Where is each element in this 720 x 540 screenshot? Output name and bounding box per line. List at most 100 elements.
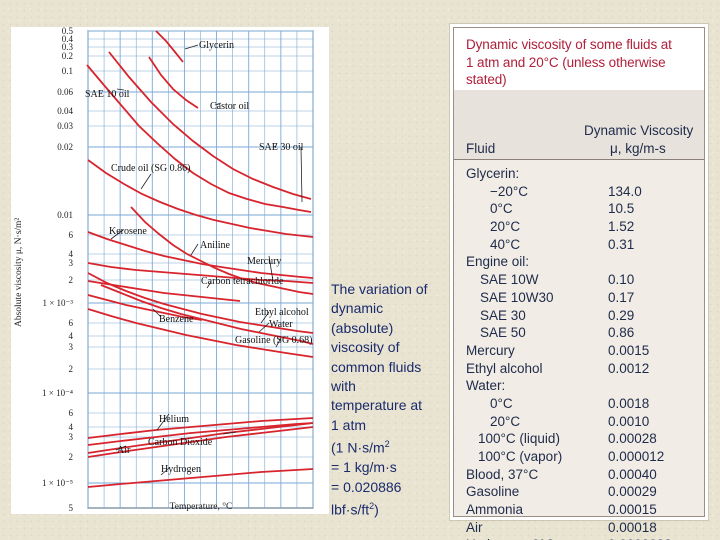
- y-tick-label: 2: [69, 364, 74, 374]
- y-tick-label: 0.3: [62, 42, 74, 52]
- y-tick-label: 0.01: [57, 210, 73, 220]
- label-helium: Helium: [159, 414, 189, 425]
- fluid-name: Engine oil:: [466, 254, 530, 270]
- table-row: SAE 10W 0.10: [454, 272, 704, 290]
- label-aniline: Aniline: [200, 240, 231, 251]
- curve-crude: [87, 159, 314, 238]
- table-row: Hydrogen, 0°C 0.0000088: [454, 537, 704, 540]
- table-row: Engine oil:: [454, 254, 704, 272]
- x-tick-label: 0: [118, 513, 123, 514]
- caption-line: (1 N·s/m: [331, 439, 385, 456]
- curve-group: [86, 30, 314, 488]
- table-row: Glycerin:: [454, 166, 704, 184]
- y-tick-label: 6: [69, 408, 74, 418]
- caption-sup: 2: [369, 501, 375, 512]
- label-ethyl: Ethyl alcohol: [255, 307, 309, 318]
- y-tick-label: 4: [69, 331, 74, 341]
- table-row: 20°C 1.52: [454, 219, 704, 237]
- fluid-name: 100°C (vapor): [478, 449, 563, 464]
- table-row: 100°C (vapor) 0.000012: [454, 449, 704, 467]
- curve-glycerin: [155, 30, 184, 63]
- y-tick-label: 0.04: [57, 106, 73, 116]
- fluid-name: Mercury: [466, 342, 515, 358]
- curve-sae10: [86, 64, 312, 213]
- y-tick-label: 0.2: [62, 51, 73, 61]
- y-tick-label: 0.03: [57, 121, 73, 131]
- curve-air: [87, 422, 314, 446]
- viscosity-value: 0.00018: [608, 519, 657, 535]
- y-tick-label: 3: [69, 258, 74, 268]
- y-tick-label: 5: [69, 503, 74, 513]
- fluid-name: 0°C: [490, 201, 513, 217]
- table-row: Gasoline 0.00029: [454, 484, 704, 502]
- caption-line: temperature at: [331, 397, 423, 414]
- caption-line: common fluids: [331, 358, 422, 375]
- y-tick-label: 3: [69, 342, 74, 352]
- viscosity-value: 0.00028: [608, 431, 657, 447]
- viscosity-value: 0.86: [608, 325, 635, 341]
- table-title: Dynamic viscosity of some fluids at 1 at…: [454, 28, 704, 90]
- label-crude: Crude oil (SG 0.86): [111, 163, 190, 174]
- table-row: 40°C 0.31: [454, 237, 704, 255]
- col-header-fluid: Fluid: [466, 141, 496, 156]
- label-sae10: SAE 10 oil: [85, 89, 130, 100]
- curve-extra-gas: [87, 426, 314, 458]
- table-row: Ethyl alcohol 0.0012: [454, 361, 704, 379]
- curve-co2: [87, 422, 314, 454]
- fluid-name: Hydrogen, 0°C: [466, 537, 555, 540]
- label-benzene: Benzene: [159, 314, 194, 325]
- fluid-name: 0°C: [490, 395, 513, 411]
- table-row: Mercury 0.0015: [454, 343, 704, 361]
- x-tick-labels: −20 0 20 40 60 80 100 120: [81, 513, 320, 514]
- viscosity-value: 1.52: [608, 219, 635, 235]
- leader-lines: [110, 44, 303, 476]
- fluid-name: Water:: [466, 378, 506, 394]
- viscosity-value: 0.31: [608, 236, 635, 252]
- fluid-name: Ethyl alcohol: [466, 360, 543, 376]
- viscosity-value: 10.5: [608, 201, 635, 217]
- col-header-visc-line1: Dynamic Viscosity: [584, 123, 694, 138]
- label-glycerin: Glycerin: [199, 40, 234, 51]
- caption-line: 1 atm: [331, 416, 367, 433]
- caption-line: The variation of: [331, 281, 428, 297]
- figure-caption: The variation of dynamic (absolute) visc…: [331, 280, 449, 520]
- x-tick-label: 80: [244, 513, 254, 514]
- caption-line: with: [331, 378, 356, 395]
- curve-ethyl: [87, 272, 314, 334]
- y-tick-label: 0.4: [62, 34, 74, 44]
- viscosity-value: 0.10: [608, 272, 635, 288]
- fluid-name: Ammonia: [466, 502, 524, 518]
- fluid-name: Blood, 37°C: [466, 466, 539, 482]
- fluid-name: 40°C: [490, 236, 521, 252]
- table-row: −20°C 134.0: [454, 184, 704, 202]
- table-row: Ammonia 0.00015: [454, 502, 704, 520]
- caption-line: = 0.020886: [331, 478, 402, 495]
- label-castor: Castor oil: [210, 101, 249, 112]
- label-co2: Carbon Dioxide: [148, 437, 213, 448]
- viscosity-chart-svg: 0.50.40.30.20.10.060.040.030.020.0164321…: [14, 27, 320, 514]
- x-tick-label: 60: [212, 513, 222, 514]
- x-tick-label: 100: [274, 513, 288, 514]
- label-kerosene: Kerosene: [109, 226, 147, 237]
- viscosity-value: 0.00015: [608, 502, 657, 518]
- y-tick-label: 0.06: [57, 87, 73, 97]
- table-row: 0°C 0.0018: [454, 396, 704, 414]
- fluid-name: Glycerin:: [466, 166, 520, 181]
- y-tick-label: 4: [69, 422, 74, 432]
- caption-line-unit: lbf·s/ft2): [331, 501, 379, 518]
- table-title-line: stated): [466, 72, 507, 87]
- viscosity-value: 0.0012: [608, 360, 650, 376]
- caption-line: viscosity of: [331, 339, 400, 356]
- fluid-name: 20°C: [490, 413, 521, 429]
- curve-kerosene: [87, 231, 314, 279]
- curve-castor: [148, 56, 199, 109]
- y-tick-label: 2: [69, 452, 74, 462]
- viscosity-table: Dynamic viscosity of some fluids at 1 at…: [450, 24, 708, 540]
- curve-helium: [87, 417, 314, 439]
- y-tick-label: 2: [69, 275, 74, 285]
- viscosity-value: 0.0000088: [608, 537, 672, 540]
- y-tick-label: 0.5: [62, 27, 74, 36]
- caption-line: lbf·s/ft: [331, 501, 370, 518]
- label-water: Water: [269, 319, 293, 330]
- fluid-name: Gasoline: [466, 484, 520, 500]
